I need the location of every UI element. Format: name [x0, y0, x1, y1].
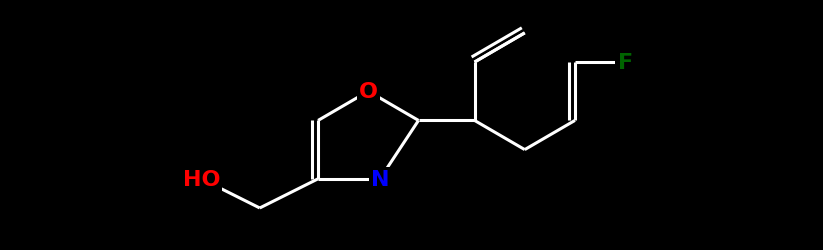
Text: HO: HO	[183, 169, 220, 189]
Text: O: O	[359, 82, 378, 102]
Text: N: N	[370, 169, 389, 189]
Text: F: F	[617, 53, 633, 73]
